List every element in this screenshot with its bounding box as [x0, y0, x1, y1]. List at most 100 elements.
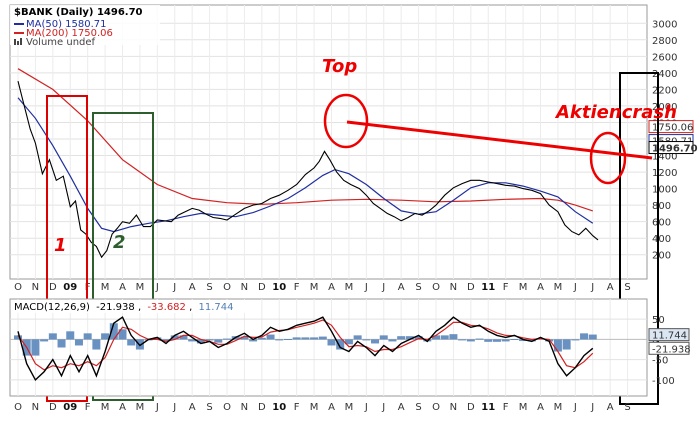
- macd-histogram-bar: [362, 339, 371, 341]
- macd-legend: MACD(12,26,9) -21.938 , -33.682 , 11.744: [11, 300, 261, 313]
- macd-histogram-bar: [318, 336, 327, 340]
- macd-month-tick-31: M: [554, 402, 563, 413]
- macd-month-tick-6: A: [119, 402, 126, 413]
- macd-histogram-bar: [31, 339, 40, 356]
- ma200-legend: MA(200) 1750.06: [26, 28, 113, 39]
- macd-histogram-bar: [580, 333, 589, 340]
- price-tick-1000: 1000: [652, 185, 677, 196]
- month-tick-18: A: [328, 282, 335, 293]
- month-tick-1: N: [32, 282, 39, 293]
- macd-label-11-744: 11.744: [648, 328, 690, 342]
- macd-histogram-bar: [484, 339, 493, 342]
- macd-month-axis: O N D 09 F M A M J J A S O N D 10 F M A M J J A S O N D 11 F M A M J J A S: [14, 402, 631, 413]
- highlight-box-crash: [619, 72, 659, 405]
- price-tick-400: 400: [652, 234, 671, 245]
- svg-text:1750.06: 1750.06: [652, 123, 693, 134]
- macd-histogram-bar: [510, 339, 519, 341]
- macd-histogram-bar: [170, 335, 179, 340]
- price-tick-200: 200: [652, 251, 671, 262]
- macd-label--21-938: -21.938: [648, 341, 691, 355]
- macd-month-tick-15: 10: [272, 402, 286, 413]
- macd-histogram-bar: [40, 339, 49, 342]
- macd-tick--100: -100: [652, 376, 675, 387]
- macd-month-tick-26: D: [467, 402, 475, 413]
- macd-histogram-bar: [66, 331, 75, 340]
- crash-circle: [589, 131, 627, 185]
- macd-histogram-bar: [249, 339, 258, 342]
- macd-month-tick-1: N: [32, 402, 39, 413]
- macd-month-tick-16: F: [294, 402, 300, 413]
- macd-month-tick-3: 09: [63, 402, 77, 413]
- macd-month-tick-17: M: [310, 402, 319, 413]
- price-label-1750-06: 1750.06: [648, 120, 694, 134]
- macd-histogram-bar: [266, 334, 275, 340]
- svg-text:1496.70: 1496.70: [652, 144, 698, 155]
- ma200-line: [17, 68, 593, 212]
- macd-histogram-bar: [588, 334, 597, 340]
- month-tick-25: N: [450, 282, 457, 293]
- macd-month-tick-9: J: [172, 402, 176, 413]
- macd-histogram-bar: [458, 339, 467, 341]
- macd-histogram-bar: [14, 335, 22, 340]
- annotations: Top Aktiencrash 1 2: [46, 56, 677, 405]
- month-tick-2: D: [49, 282, 57, 293]
- macd-histogram-bar: [571, 339, 580, 341]
- macd-month-tick-11: S: [206, 402, 212, 413]
- macd-month-tick-2: D: [49, 402, 57, 413]
- macd-month-tick-25: N: [450, 402, 457, 413]
- macd-histogram-bar: [353, 335, 362, 340]
- macd-month-tick-20: J: [364, 402, 368, 413]
- macd-histogram-bar: [109, 323, 118, 340]
- macd-histogram-bar: [48, 333, 57, 340]
- month-tick-31: M: [554, 282, 563, 293]
- macd-month-tick-0: O: [14, 402, 22, 413]
- macd-histogram-bar: [83, 333, 92, 340]
- svg-text:MACD(12,26,9) -21.938: MACD(12,26,9) -21.938 , -33.682 , 11.744: [14, 302, 233, 313]
- price-tick-2000: 2000: [652, 102, 677, 113]
- top-label: Top: [322, 56, 357, 77]
- macd-histogram-bar: [179, 335, 188, 340]
- macd-histogram-bar: [344, 339, 353, 345]
- month-tick-23: S: [415, 282, 421, 293]
- macd-month-tick-14: D: [258, 402, 266, 413]
- macd-histogram-bar: [74, 339, 83, 346]
- price-month-axis: O N D 09 F M A M J J A S O N D 10 F M A M J J A S O N D 11 F M A M J J A S: [14, 282, 631, 293]
- month-tick-12: O: [223, 282, 231, 293]
- price-right-labels: 1750.061580.711496.70: [648, 120, 698, 155]
- price-tick-1200: 1200: [652, 168, 677, 179]
- month-tick-13: N: [241, 282, 248, 293]
- macd-histogram-bar: [475, 338, 484, 340]
- macd-month-tick-34: A: [607, 402, 614, 413]
- macd-histogram-bar: [310, 337, 319, 340]
- legend: $BANK (Daily) 1496.70 MA(50) 1580.71 MA(…: [10, 5, 160, 48]
- macd-histogram-bar: [432, 335, 440, 340]
- macd-tick--50: -50: [652, 356, 668, 367]
- macd-legend-value: -21.938: [96, 302, 135, 313]
- month-tick-6: A: [119, 282, 126, 293]
- label-2: 2: [113, 232, 126, 253]
- month-tick-3: 09: [63, 282, 77, 293]
- month-tick-32: J: [573, 282, 577, 293]
- chart-title: $BANK (Daily) 1496.70: [14, 7, 143, 18]
- macd-month-tick-18: A: [328, 402, 335, 413]
- macd-histogram-bar: [553, 339, 562, 352]
- macd-histogram-bar: [492, 339, 501, 342]
- macd-line: [17, 316, 594, 382]
- month-tick-8: J: [155, 282, 159, 293]
- price-label-1496-70: 1496.70: [648, 141, 698, 155]
- macd-histogram-bar: [440, 335, 449, 340]
- price-tick-800: 800: [652, 201, 671, 212]
- macd-histogram-bar: [223, 338, 231, 340]
- macd-histogram-bar: [414, 336, 423, 340]
- macd-histogram-bar: [257, 337, 266, 340]
- macd-month-tick-12: O: [223, 402, 231, 413]
- price-tick-2800: 2800: [652, 36, 677, 47]
- ma50-legend: MA(50) 1580.71: [26, 19, 107, 30]
- macd-histogram-bar: [449, 334, 458, 340]
- svg-text:-21.938: -21.938: [652, 344, 691, 355]
- macd-histogram-bar: [205, 339, 214, 341]
- macd-month-tick-19: M: [345, 402, 354, 413]
- macd-histogram-bar: [57, 339, 66, 348]
- macd-month-tick-8: J: [155, 402, 159, 413]
- price-tick-2200: 2200: [652, 85, 677, 96]
